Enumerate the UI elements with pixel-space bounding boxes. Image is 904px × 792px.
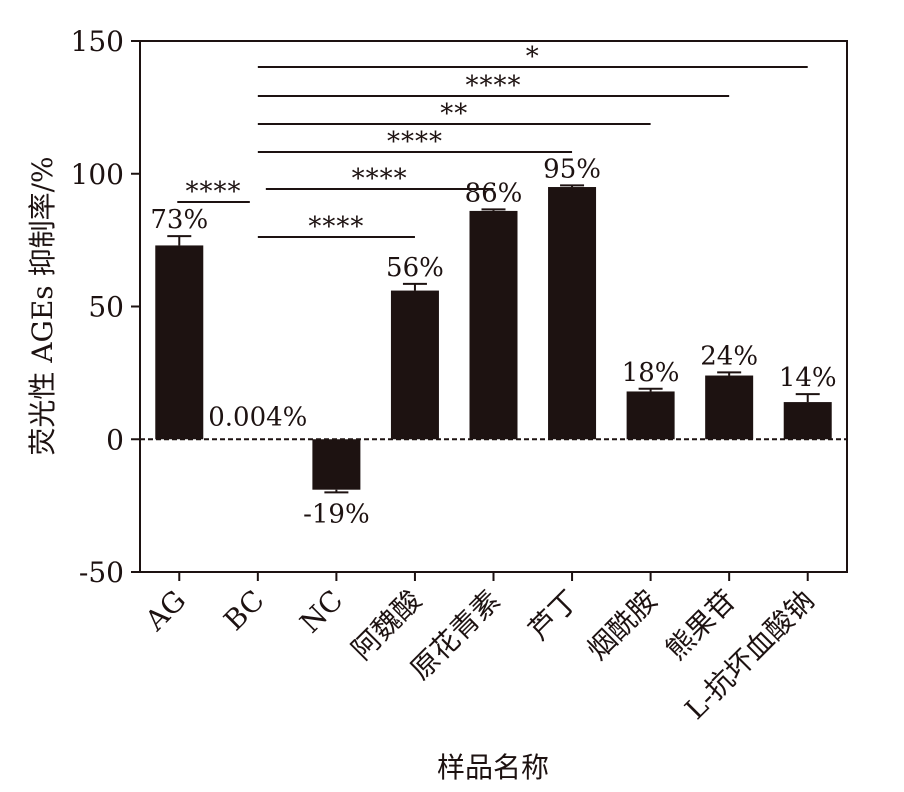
- x-tick-label: NC: [294, 584, 350, 640]
- data-label: 24%: [700, 341, 758, 371]
- plot-area: 73%0.004%-19%56%86%95%18%24%14% ********…: [139, 40, 848, 573]
- data-label: 86%: [465, 178, 523, 208]
- significance-label: ****: [186, 177, 242, 207]
- significance-label: ****: [387, 127, 443, 157]
- data-label: 14%: [779, 363, 837, 393]
- bar: [469, 210, 518, 440]
- y-axis: -50 0 50 100 150: [71, 25, 140, 589]
- data-label: 0.004%: [208, 402, 307, 432]
- significance-label: ****: [308, 212, 364, 242]
- data-label: -19%: [303, 499, 370, 529]
- x-tick-label: BC: [217, 584, 270, 637]
- bars-group: [155, 187, 832, 490]
- significance-label: *: [526, 42, 540, 72]
- significance-label: ****: [352, 164, 408, 194]
- x-tick-label: AG: [138, 584, 192, 638]
- x-axis-title: 样品名称: [437, 751, 549, 784]
- x-tick-label: 芦丁: [522, 584, 585, 647]
- bar: [705, 375, 754, 440]
- data-label: 56%: [386, 253, 444, 283]
- bar: [390, 290, 439, 440]
- data-label: 95%: [543, 154, 601, 184]
- bar: [155, 245, 204, 440]
- y-tick-label: 100: [71, 158, 124, 191]
- significance-label: ****: [466, 71, 522, 101]
- bar: [548, 187, 597, 440]
- bar: [626, 391, 675, 440]
- bar: [783, 402, 832, 440]
- value-labels-group: 73% 0.004% -19% 56% 86% 95% 18% 24% 14%: [150, 154, 836, 529]
- y-tick-label: 150: [71, 25, 124, 58]
- y-tick-label: -50: [79, 556, 124, 589]
- significance-label: **: [440, 99, 468, 129]
- bar: [312, 439, 361, 490]
- data-label: 73%: [150, 205, 208, 235]
- x-tick-label: 烟酰胺: [581, 584, 664, 667]
- data-label: 18%: [622, 358, 680, 388]
- errorbars-group: [167, 184, 820, 494]
- y-tick-label: 50: [88, 291, 124, 324]
- y-tick-label: 0: [106, 423, 124, 456]
- y-axis-title: 荧光性 AGEs 抑制率/%: [26, 156, 59, 455]
- significance-group: ***********************: [177, 42, 808, 242]
